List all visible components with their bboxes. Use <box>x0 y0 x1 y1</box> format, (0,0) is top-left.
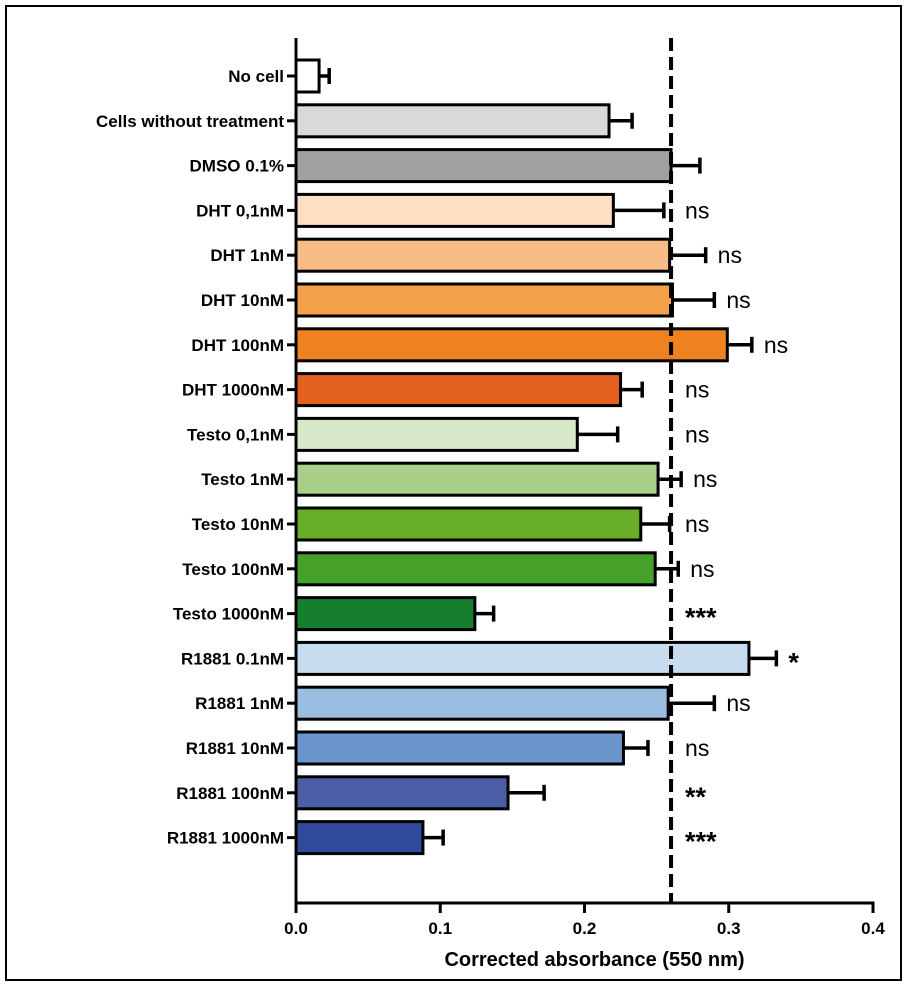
bar <box>294 58 321 94</box>
significance-label: ns <box>685 377 709 403</box>
category-label: DMSO 0.1% <box>190 157 284 176</box>
bar <box>294 148 673 184</box>
significance-label: ns <box>718 242 742 268</box>
significance-label: ns <box>685 511 709 537</box>
bar <box>294 596 477 632</box>
category-label: Cells without treatment <box>96 112 284 131</box>
significance-label: ns <box>685 421 709 447</box>
category-label: R1881 10nM <box>186 739 284 758</box>
x-tick-label: 0.3 <box>717 919 741 938</box>
category-label: Testo 100nM <box>182 560 284 579</box>
significance-label: ** <box>685 782 707 812</box>
category-label: R1881 1000nM <box>167 829 284 848</box>
significance-label: ns <box>685 197 709 223</box>
bar <box>294 192 615 228</box>
significance-label: ns <box>685 735 709 761</box>
significance-label: ns <box>726 287 750 313</box>
axes-layer <box>287 38 875 913</box>
significance-label: *** <box>685 827 717 857</box>
category-label: R1881 100nM <box>176 784 284 803</box>
significance-label: ns <box>726 690 750 716</box>
category-label: Testo 1000nM <box>173 605 284 624</box>
significance-label: * <box>788 647 799 677</box>
bar <box>294 640 751 676</box>
bar <box>294 730 625 766</box>
bar <box>294 820 425 856</box>
x-tick-label: 0.2 <box>573 919 597 938</box>
bar <box>294 685 670 721</box>
category-label: DHT 10nM <box>201 291 284 310</box>
labels-layer: No cell Cells without treatment DMSO 0.1% D… <box>96 67 885 938</box>
bar <box>294 461 660 497</box>
significance-label: ns <box>690 556 714 582</box>
category-label: R1881 1nM <box>195 694 284 713</box>
category-label: DHT 0,1nM <box>196 201 284 220</box>
bar <box>294 775 510 811</box>
bar <box>294 237 672 273</box>
category-label: Testo 0,1nM <box>187 425 284 444</box>
x-tick-label: 0.1 <box>428 919 452 938</box>
bar <box>294 282 674 318</box>
significance-label: ns <box>693 466 717 492</box>
x-tick-label: 0.4 <box>861 919 885 938</box>
bar <box>294 372 623 408</box>
x-tick-label: 0.0 <box>284 919 308 938</box>
category-label: DHT 1nM <box>210 246 284 265</box>
category-label: R1881 0.1nM <box>181 649 284 668</box>
category-label: DHT 100nM <box>191 336 284 355</box>
significance-label: *** <box>685 603 717 633</box>
bar <box>294 327 729 363</box>
significance-label: ns <box>764 332 788 358</box>
bar <box>294 416 579 452</box>
category-label: No cell <box>228 67 284 86</box>
category-label: Testo 10nM <box>192 515 284 534</box>
bar <box>294 506 643 542</box>
x-axis-label: Corrected absorbance (550 nm) <box>444 949 744 971</box>
bar <box>294 103 611 139</box>
category-label: DHT 1000nM <box>182 381 284 400</box>
category-label: Testo 1nM <box>201 470 284 489</box>
bar <box>294 551 657 587</box>
